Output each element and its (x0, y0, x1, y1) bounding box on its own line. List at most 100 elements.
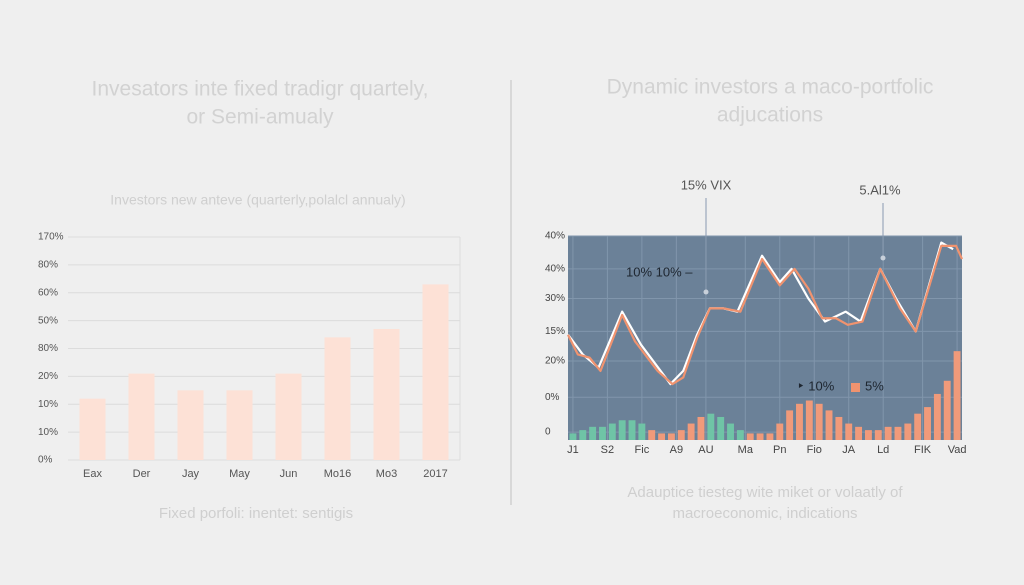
x-tick-label: Jay (182, 468, 200, 480)
bar (79, 398, 106, 460)
bar (697, 416, 705, 440)
bar (874, 430, 882, 440)
bar (628, 420, 636, 440)
x-tick-label: Vad (948, 444, 967, 456)
bar (422, 284, 449, 460)
annotation: 15% VIX (681, 177, 732, 192)
chart-caption: macroeconomic, indications (672, 505, 857, 522)
bar (924, 407, 931, 440)
bar (904, 423, 912, 440)
x-tick-label: 2017 (423, 468, 447, 480)
x-tick-label: Pn (773, 444, 786, 456)
y-tick-label: 60% (38, 287, 58, 298)
bar (648, 430, 656, 440)
bar (128, 373, 155, 460)
x-tick-label: Ma (738, 444, 754, 456)
bar (177, 390, 204, 460)
x-tick-label: Fic (635, 444, 650, 456)
bar (736, 430, 744, 440)
bar (579, 430, 587, 440)
bar (658, 433, 666, 440)
chart-title: or Semi-amualy (186, 106, 334, 129)
bar (953, 351, 961, 440)
y-tick-label: 50% (38, 315, 58, 326)
annotation: 10% 10% – (626, 264, 693, 279)
x-tick-label: Der (133, 468, 151, 480)
bar (756, 433, 764, 440)
y-tick-label: 20% (38, 371, 58, 382)
bar (599, 426, 606, 440)
x-tick-label: S2 (601, 444, 614, 456)
x-tick-label: May (229, 468, 250, 480)
x-tick-label: Eax (83, 468, 102, 480)
y-tick-label: 0 (545, 427, 551, 438)
bar (707, 413, 715, 440)
x-tick-label: JA (842, 444, 856, 456)
y-tick-label: 40% (545, 264, 565, 275)
chart-caption: Fixed porfoli: inentet: sentigis (159, 505, 353, 522)
annotation-dot (880, 255, 886, 261)
bar (815, 403, 823, 440)
x-tick-label: J1 (567, 444, 579, 456)
x-tick-label: Fio (807, 444, 822, 456)
x-tick-label: Mo16 (324, 468, 352, 480)
bar (589, 426, 597, 440)
bar (845, 423, 853, 440)
x-tick-label: Jun (280, 468, 298, 480)
chart-caption: Adauptice tiesteg wite miket or volaatly… (627, 484, 903, 501)
annotation: ‣ 10% (797, 378, 835, 393)
bar (884, 426, 892, 440)
bar (943, 380, 951, 440)
bar (805, 400, 813, 440)
y-tick-label: 15% (545, 326, 565, 337)
x-tick-label: AU (698, 444, 713, 456)
bar (914, 413, 922, 440)
y-tick-label: 20% (545, 356, 565, 367)
bar (796, 403, 803, 440)
bar (776, 423, 784, 440)
chart-subtitle: Investors new anteve (quarterly,polalcl … (110, 192, 405, 208)
bar (373, 328, 400, 460)
bar (855, 426, 863, 440)
x-tick-label: A9 (670, 444, 683, 456)
y-tick-label: 30% (545, 293, 565, 304)
y-tick-label: 10% (38, 427, 58, 438)
annotation: 5.Al1% (859, 182, 901, 197)
bar (717, 416, 725, 440)
x-tick-label: FIK (914, 444, 932, 456)
y-tick-label: 0% (38, 455, 53, 466)
chart-title: adjucations (717, 104, 823, 127)
y-tick-label: 80% (38, 260, 58, 271)
y-tick-label: 10% (38, 399, 58, 410)
bar (275, 373, 302, 460)
legend-swatch (851, 383, 860, 392)
series-line (567, 244, 964, 386)
bar (766, 433, 774, 440)
bar (786, 410, 794, 440)
y-tick-label: 170% (38, 232, 64, 243)
y-tick-label: 80% (38, 343, 58, 354)
x-tick-label: Mo3 (376, 468, 397, 480)
x-tick-label: Ld (877, 444, 889, 456)
chart-title: Dynamic investors a maco-portfolic (607, 76, 934, 99)
bar (226, 390, 253, 460)
bar (933, 393, 941, 440)
y-tick-label: 40% (545, 231, 565, 242)
bar (825, 410, 833, 440)
bar (618, 420, 626, 440)
bar (835, 416, 843, 440)
bar (569, 433, 577, 440)
annotation-dot (703, 289, 709, 295)
bar (727, 423, 734, 440)
bar (324, 337, 351, 460)
bar (638, 423, 646, 440)
annotation: 5% (865, 378, 884, 393)
bar (608, 423, 616, 440)
bar (677, 430, 685, 440)
chart-title: Invesators inte fixed tradigr quartely, (92, 78, 429, 101)
bar (894, 426, 902, 440)
bar (687, 423, 695, 440)
y-tick-label: 0% (545, 392, 560, 403)
bar (667, 433, 675, 440)
